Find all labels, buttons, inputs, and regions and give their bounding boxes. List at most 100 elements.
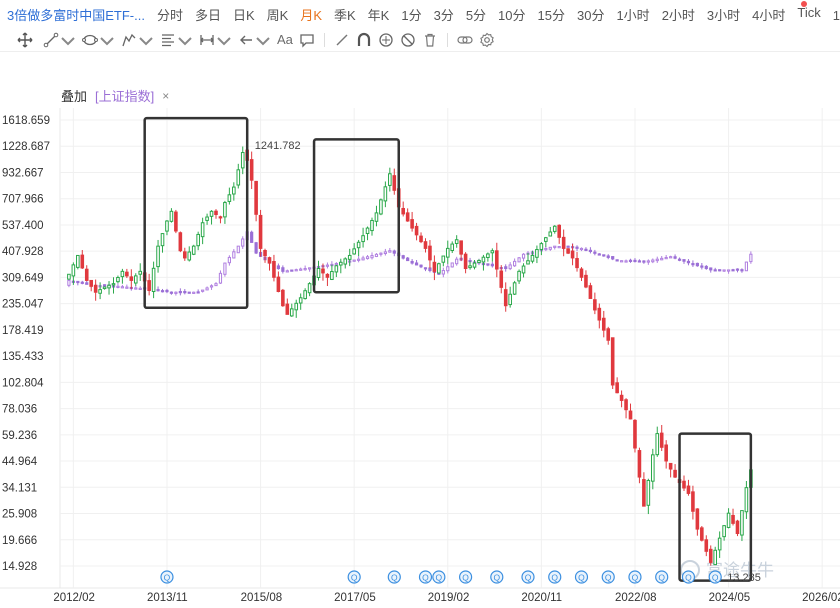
candle-body[interactable]: [379, 199, 383, 215]
candle-body[interactable]: [178, 232, 183, 252]
candle-body[interactable]: [735, 520, 740, 535]
candle-body[interactable]: [544, 247, 548, 251]
delete-drawing-icon[interactable]: [419, 29, 441, 51]
candle-body[interactable]: [285, 270, 289, 273]
candle-body[interactable]: [352, 248, 356, 255]
candle-body[interactable]: [637, 260, 642, 263]
candle-body[interactable]: [695, 508, 700, 530]
candle-body[interactable]: [267, 257, 272, 264]
candle-body[interactable]: [597, 253, 601, 256]
candle-body[interactable]: [89, 279, 94, 287]
highlight-box[interactable]: [143, 116, 249, 310]
candle-body[interactable]: [508, 264, 512, 270]
candle-body[interactable]: [383, 251, 387, 255]
candle-body[interactable]: [517, 257, 521, 263]
lock-drawing-icon[interactable]: [375, 29, 397, 51]
candle-body[interactable]: [401, 207, 405, 215]
candle-body[interactable]: [289, 308, 294, 317]
candle-body[interactable]: [281, 289, 285, 307]
candle-body[interactable]: [588, 249, 592, 253]
candle-body[interactable]: [552, 225, 557, 232]
candle-body[interactable]: [481, 256, 486, 263]
candle-body[interactable]: [548, 231, 553, 237]
candle-body[interactable]: [708, 548, 713, 563]
candle-body[interactable]: [134, 287, 138, 290]
candle-body[interactable]: [651, 454, 655, 482]
candle-body[interactable]: [133, 275, 138, 284]
candle-body[interactable]: [673, 469, 677, 478]
candlestick-chart[interactable]: 1618.659 1228.687 932.667 707.966 537.400 407…: [0, 100, 840, 608]
fib-tool-icon[interactable]: [157, 29, 196, 51]
period-tab[interactable]: 10分: [498, 7, 526, 23]
overlay-index-tag[interactable]: [上证指数]: [95, 89, 155, 104]
candle-body[interactable]: [713, 549, 718, 566]
candle-body[interactable]: [633, 259, 637, 263]
candle-body[interactable]: [660, 257, 664, 261]
candle-body[interactable]: [731, 514, 735, 524]
candle-body[interactable]: [120, 270, 125, 278]
candle-body[interactable]: [406, 257, 410, 262]
candle-body[interactable]: [575, 258, 579, 269]
candle-body[interactable]: [669, 256, 673, 259]
candle-body[interactable]: [593, 251, 597, 254]
candle-body[interactable]: [254, 180, 258, 215]
candle-body[interactable]: [441, 255, 446, 263]
candle-body[interactable]: [664, 257, 668, 260]
candle-body[interactable]: [209, 285, 214, 288]
period-tab[interactable]: 5分: [465, 7, 487, 23]
candle-body[interactable]: [611, 256, 615, 260]
event-marker-icon[interactable]: Q: [548, 570, 562, 584]
candle-body[interactable]: [740, 269, 744, 272]
candle-body[interactable]: [651, 259, 655, 263]
candle-body[interactable]: [561, 236, 566, 249]
candle-body[interactable]: [374, 212, 379, 222]
event-marker-icon[interactable]: Q: [160, 570, 174, 584]
candle-body[interactable]: [218, 216, 223, 219]
candle-body[interactable]: [610, 337, 615, 386]
candle-body[interactable]: [686, 260, 691, 264]
candle-body[interactable]: [593, 299, 597, 311]
candle-body[interactable]: [615, 382, 619, 394]
candle-body[interactable]: [455, 258, 459, 265]
candle-body[interactable]: [392, 250, 396, 254]
candle-body[interactable]: [334, 265, 339, 273]
candle-body[interactable]: [214, 283, 218, 287]
candle-body[interactable]: [67, 279, 71, 286]
candle-body[interactable]: [432, 261, 437, 272]
move-icon[interactable]: [14, 29, 36, 51]
candle-body[interactable]: [196, 233, 200, 247]
settings-icon[interactable]: [476, 29, 498, 51]
comment-tool-icon[interactable]: [296, 29, 318, 51]
candle-body[interactable]: [504, 266, 508, 270]
candle-body[interactable]: [196, 291, 200, 294]
candle-body[interactable]: [67, 273, 71, 280]
candle-body[interactable]: [76, 280, 80, 284]
event-marker-icon[interactable]: Q: [490, 570, 504, 584]
candle-body[interactable]: [691, 263, 695, 266]
candle-body[interactable]: [156, 289, 160, 292]
candle-body[interactable]: [227, 194, 232, 202]
candle-body[interactable]: [517, 270, 521, 282]
candle-body[interactable]: [459, 240, 463, 255]
candle-body[interactable]: [655, 258, 659, 262]
candle-body[interactable]: [205, 287, 209, 291]
period-tab[interactable]: 日K: [232, 7, 255, 23]
ruler-icon[interactable]: [331, 29, 353, 51]
candle-body[interactable]: [588, 285, 593, 299]
period-tab[interactable]: 4小时: [752, 7, 786, 23]
candle-body[interactable]: [414, 262, 419, 266]
candle-body[interactable]: [250, 231, 254, 243]
candle-body[interactable]: [428, 267, 432, 272]
candle-body[interactable]: [187, 251, 192, 261]
candle-body[interactable]: [441, 270, 445, 275]
candle-body[interactable]: [628, 410, 633, 420]
event-marker-icon[interactable]: Q: [681, 570, 696, 584]
period-tab[interactable]: 年K: [367, 7, 390, 23]
candle-body[interactable]: [356, 241, 361, 249]
candle-body[interactable]: [713, 269, 717, 272]
candle-body[interactable]: [111, 283, 116, 286]
candle-body[interactable]: [361, 235, 365, 243]
candle-body[interactable]: [165, 289, 169, 293]
candle-body[interactable]: [365, 256, 370, 260]
candle-body[interactable]: [700, 265, 704, 268]
